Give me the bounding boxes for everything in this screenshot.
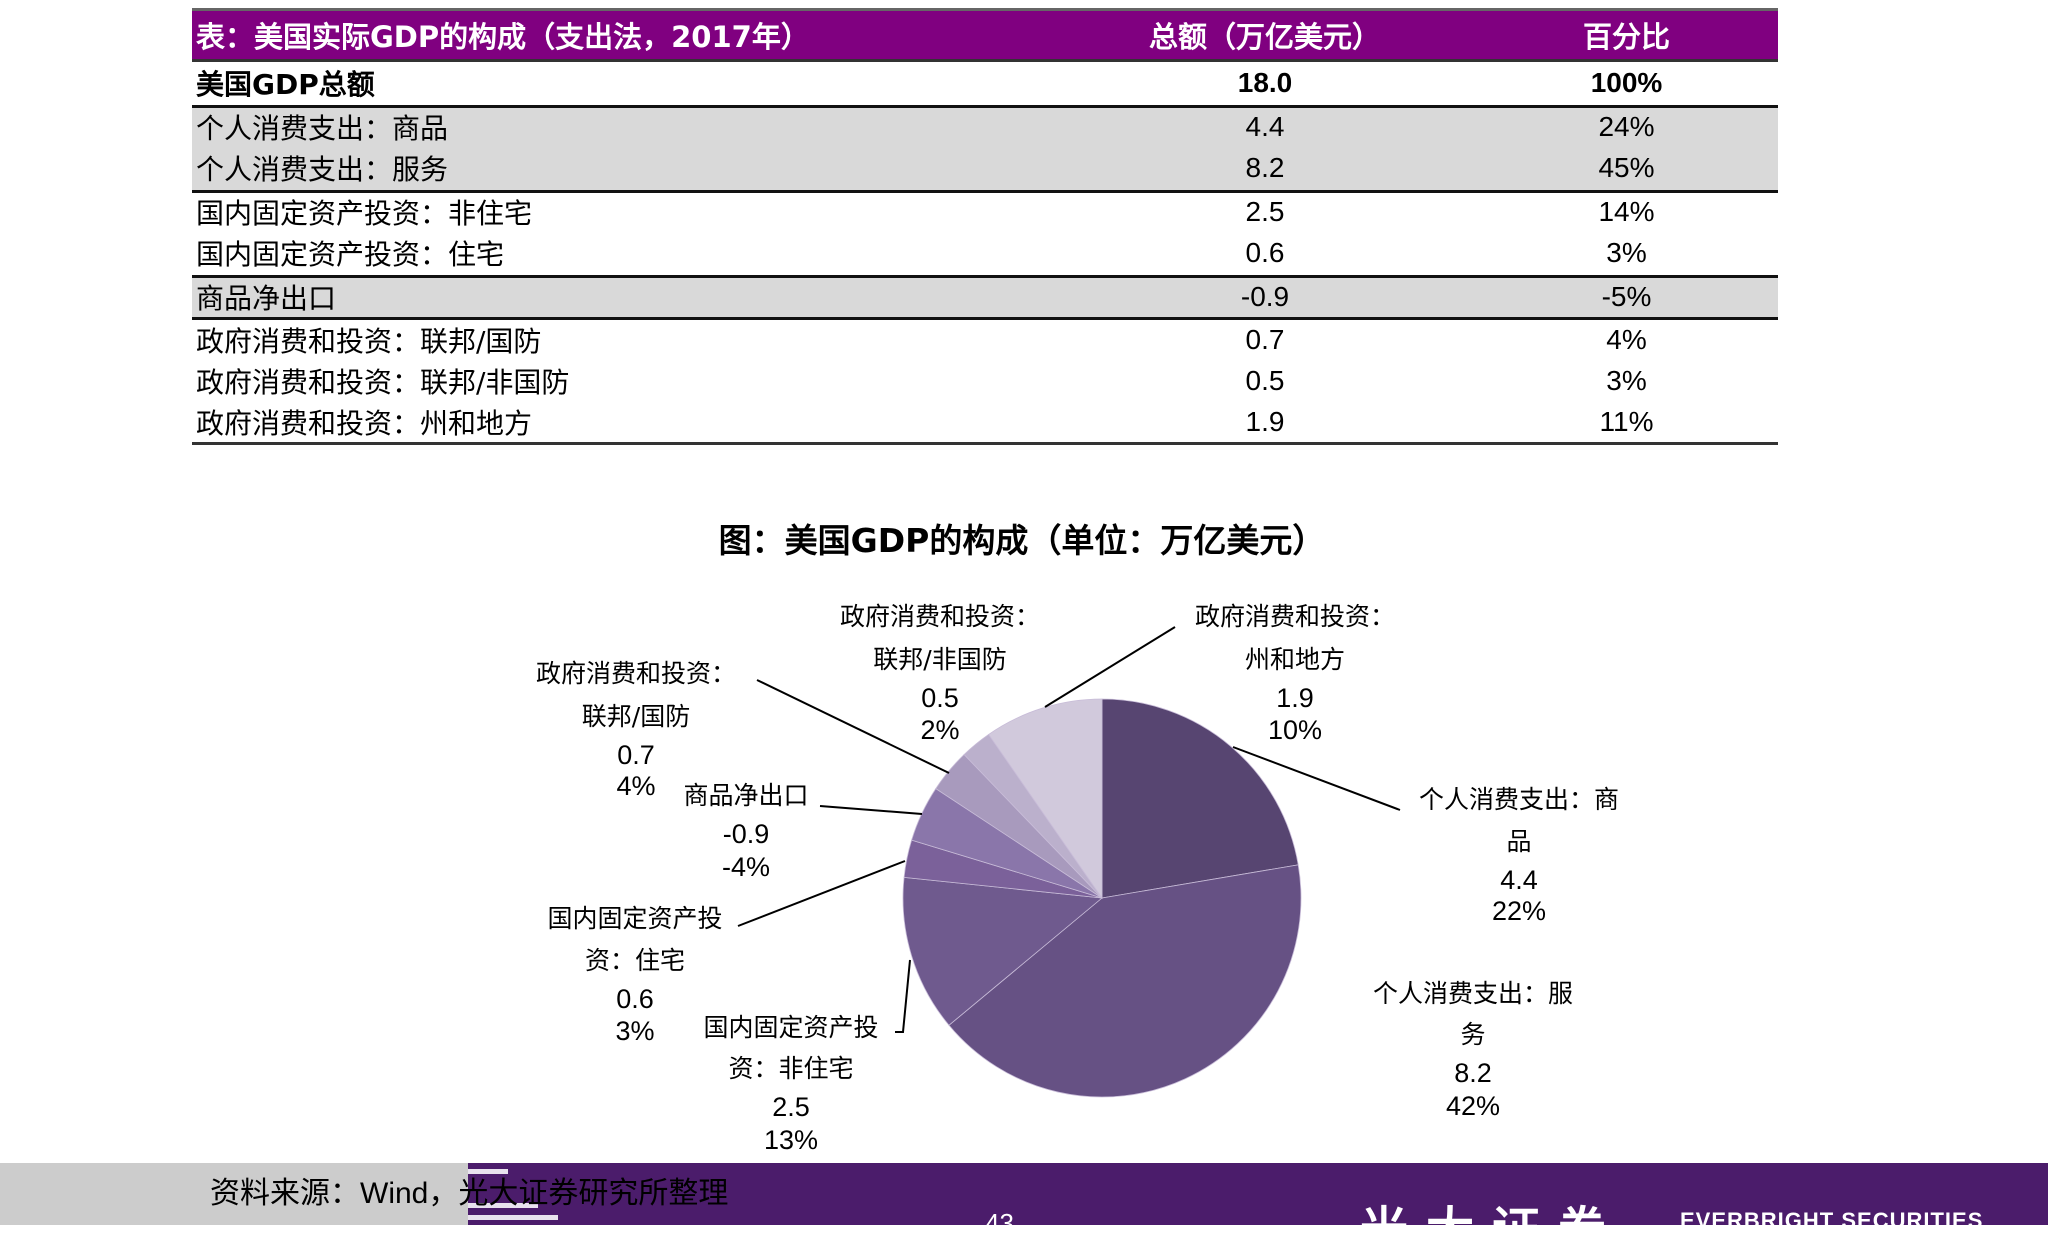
cell-total: 0.7 bbox=[1245, 323, 1285, 355]
pie-slice bbox=[1101, 698, 1299, 899]
chart-title: 图：美国GDP的构成（单位：万亿美元） bbox=[719, 521, 1326, 560]
source-wind: Wind bbox=[360, 1177, 429, 1210]
logo-cn: 光大证券 bbox=[1360, 1202, 1625, 1258]
slice-label: 政府消费和投资： bbox=[536, 659, 736, 688]
slice-pct-label: 10% bbox=[1268, 715, 1322, 745]
cell-total: 0.5 bbox=[1245, 364, 1285, 396]
source-prefix: 资料来源： bbox=[210, 1176, 360, 1211]
slice-label: 务 bbox=[1460, 1020, 1485, 1049]
cell-total: 4.4 bbox=[1245, 111, 1285, 143]
table-row: 个人消费支出：服务 8.2 45% bbox=[192, 147, 1778, 190]
slice-label: 联邦/国防 bbox=[582, 702, 690, 731]
pie-slice bbox=[988, 698, 1103, 900]
footer-gray-panel bbox=[0, 1163, 468, 1225]
leader-line bbox=[1232, 746, 1401, 811]
logo-en: EVERBRIGHT SECURITIES bbox=[1680, 1208, 1984, 1233]
cell-label: 政府消费和投资：联邦/国防 bbox=[196, 324, 542, 358]
footer-stripe bbox=[468, 1215, 558, 1220]
slice-value-label: 8.2 bbox=[1454, 1058, 1492, 1088]
table-row: 政府消费和投资：联邦/国防 0.7 4% bbox=[192, 317, 1778, 360]
leader-line bbox=[1044, 626, 1176, 708]
header-total: 总额（万亿美元） bbox=[1148, 20, 1381, 54]
source-note: 资料来源：Wind，光大证券研究所整理 bbox=[210, 1168, 728, 1212]
slice-value-label: 1.9 bbox=[1276, 683, 1314, 713]
slice-value-label: 0.6 bbox=[616, 984, 654, 1014]
slice-label: 品 bbox=[1506, 827, 1531, 856]
cell-total: -0.9 bbox=[1240, 281, 1290, 313]
cell-label: 政府消费和投资：州和地方 bbox=[196, 406, 533, 440]
slice-label: 州和地方 bbox=[1245, 645, 1345, 674]
cell-pct: 24% bbox=[1598, 111, 1655, 143]
slice-pct-label: 2% bbox=[920, 715, 959, 745]
table-row: 国内固定资产投资：住宅 0.6 3% bbox=[192, 232, 1778, 275]
footer-bar bbox=[0, 1163, 2048, 1225]
slice-value-label: 0.5 bbox=[921, 683, 959, 713]
slice-label: 政府消费和投资： bbox=[840, 602, 1040, 631]
table-row: 个人消费支出：商品 4.4 24% bbox=[192, 104, 1778, 147]
slice-pct-label: 22% bbox=[1492, 896, 1546, 926]
table-row: 商品净出口 -0.9 -5% bbox=[192, 274, 1778, 317]
table-row: 美国GDP总额 18.0 100% bbox=[192, 62, 1778, 105]
slice-label: 资：非住宅 bbox=[728, 1054, 853, 1083]
page-number: 43 bbox=[985, 1208, 1014, 1238]
cell-pct: 11% bbox=[1599, 405, 1654, 437]
slice-value-label: 0.7 bbox=[617, 740, 655, 770]
slice-pct-label: 13% bbox=[764, 1125, 818, 1155]
cell-total: 2.5 bbox=[1245, 196, 1285, 228]
cell-label: 个人消费支出：服务 bbox=[196, 153, 449, 187]
cell-total: 0.6 bbox=[1245, 237, 1285, 269]
slice-value-label: 4.4 bbox=[1500, 865, 1538, 895]
slice-label: 国内固定资产投 bbox=[703, 1013, 878, 1042]
cell-label: 国内固定资产投资：非住宅 bbox=[196, 197, 533, 231]
cell-pct: 3% bbox=[1606, 364, 1647, 396]
table-row: 政府消费和投资：州和地方 1.9 11% bbox=[192, 402, 1778, 445]
cell-label: 个人消费支出：商品 bbox=[196, 112, 449, 146]
header-title: 表：美国实际GDP的构成（支出法，2017年） bbox=[196, 20, 810, 54]
cell-label: 美国GDP总额 bbox=[196, 68, 375, 102]
leader-line bbox=[756, 679, 950, 774]
slice-pct-label: -4% bbox=[722, 852, 770, 882]
slice-value-label: 2.5 bbox=[772, 1092, 810, 1122]
cell-pct: 4% bbox=[1606, 323, 1647, 355]
slice-label: 商品净出口 bbox=[683, 781, 808, 810]
cell-total: 1.9 bbox=[1245, 405, 1285, 437]
slice-label: 个人消费支出：服 bbox=[1373, 979, 1573, 1008]
gdp-pie-chart: 图：美国GDP的构成（单位：万亿美元） 个人消费支出：商品 4.422% 个人消费支出… bbox=[536, 521, 1619, 1155]
footer-stripe bbox=[468, 1203, 538, 1208]
slice-label: 资：住宅 bbox=[585, 946, 685, 975]
cell-label: 国内固定资产投资：住宅 bbox=[196, 238, 505, 272]
slice-value-label: -0.9 bbox=[723, 819, 770, 849]
cell-pct: 45% bbox=[1598, 152, 1655, 184]
slice-label: 政府消费和投资： bbox=[1195, 602, 1395, 631]
pie-slice bbox=[902, 876, 1103, 1026]
table-row: 国内固定资产投资：非住宅 2.5 14% bbox=[192, 189, 1778, 233]
slice-pct-label: 3% bbox=[615, 1016, 654, 1046]
cell-label: 政府消费和投资：联邦/非国防 bbox=[196, 365, 570, 399]
footer-stripe bbox=[468, 1169, 508, 1174]
leader-line bbox=[737, 860, 906, 927]
leader-line bbox=[895, 959, 911, 1033]
header-pct: 百分比 bbox=[1582, 20, 1670, 54]
cell-pct: 3% bbox=[1606, 237, 1647, 269]
slice-pct-label: 4% bbox=[616, 771, 655, 801]
cell-total: 8.2 bbox=[1245, 152, 1285, 184]
cell-total: 18.0 bbox=[1237, 67, 1293, 99]
slice-pct-label: 42% bbox=[1446, 1091, 1500, 1121]
table-header: 表：美国实际GDP的构成（支出法，2017年） 总额（万亿美元） 百分比 bbox=[192, 8, 1778, 62]
pie-slice bbox=[948, 864, 1302, 1098]
slice-label: 联邦/非国防 bbox=[873, 645, 1006, 674]
cell-pct: -5% bbox=[1601, 281, 1652, 313]
leader-line bbox=[819, 805, 923, 815]
slice-label: 国内固定资产投 bbox=[547, 904, 722, 933]
slice-label: 个人消费支出：商 bbox=[1419, 785, 1619, 814]
gdp-table: 表：美国实际GDP的构成（支出法，2017年） 总额（万亿美元） 百分比 美国G… bbox=[192, 8, 1778, 445]
table-row: 政府消费和投资：联邦/非国防 0.5 3% bbox=[192, 360, 1778, 403]
cell-label: 商品净出口 bbox=[196, 282, 337, 316]
cell-pct: 14% bbox=[1598, 196, 1655, 228]
cell-pct: 100% bbox=[1590, 67, 1663, 99]
source-rest: ，光大证券研究所整理 bbox=[428, 1176, 729, 1211]
